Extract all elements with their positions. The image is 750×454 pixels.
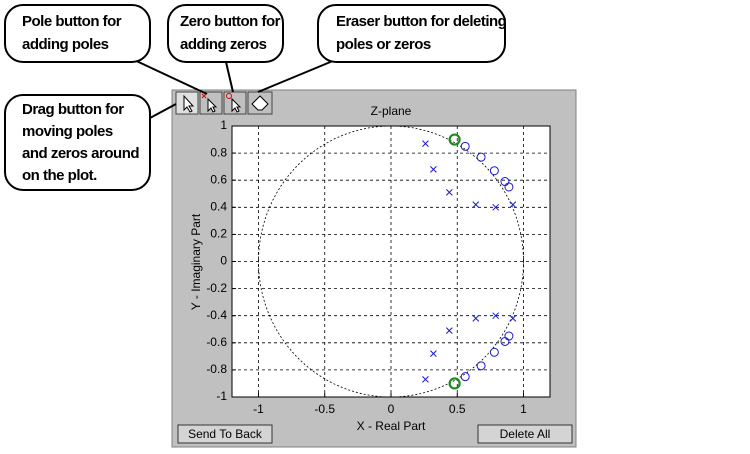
plot: -1 -0.5 0 0.5 1 -1 -0.8 -0.6 -0.4 -0.2 0 0.2 0.4 0.6 0… [206,118,550,416]
pole-marker [472,315,480,322]
zero-marker [504,182,514,192]
y-tick-label: -1 [216,389,227,403]
x-tick-label: 1 [520,402,527,416]
callout-text: Eraser button for deleting [336,13,507,30]
zero-marker [476,152,486,162]
send-to-back-button[interactable] [177,424,273,444]
unit-circle [258,125,524,398]
y-tick-label: -0.8 [206,362,227,376]
callout [4,4,506,191]
y-tick-label: -0.6 [206,335,227,349]
zero-icon-o [226,93,232,99]
y-tick-label: -0.2 [206,281,227,295]
y-tick-label: 0 [220,254,227,268]
selected-zero-marker [448,377,461,390]
callout-text: poles or zeros [336,36,431,53]
pole-icon-x [201,93,207,99]
drag-icon [183,94,195,113]
pole-marker [472,201,480,208]
pole-marker [430,166,437,173]
pole-icon [207,97,218,113]
pole-marker [445,327,453,334]
zero-marker [460,372,470,382]
zero-marker [489,166,499,176]
y-tick-label: 0.4 [210,199,227,213]
selected-zero-marker [448,133,461,146]
callout-text: adding zeros [180,36,267,53]
pole-marker [509,201,517,208]
zero-icon [231,97,242,113]
y-tick-label: 1 [220,118,227,132]
callout-text: moving poles [22,123,113,140]
x-tick-label: 0.5 [449,402,466,416]
callout-text: and zeros around [22,145,139,162]
pole-marker [509,315,517,322]
eraser-icon [251,95,269,111]
chart-title: Z-plane [371,104,412,118]
x-tick-label: 0 [388,402,395,416]
callout-text: Pole button for [22,13,122,30]
delete-all-button[interactable] [477,424,573,444]
y-tick-label: 0.8 [210,145,227,159]
y-tick-label: 0.6 [210,172,227,186]
callout-text: Zero button for [180,13,281,30]
y-tick-label: 0.2 [210,227,227,241]
y-axis-label: Y - Imaginary Part [189,213,203,310]
button-label: Send To Back [188,427,263,441]
x-tick-label: -1 [253,402,264,416]
pole-marker [492,203,500,211]
zero-marker [489,347,499,357]
zero-marker [504,331,514,341]
callout-text: on the plot. [22,167,97,184]
zero-marker [476,361,486,371]
pole-marker [430,350,437,357]
callout-text: Drag button for [22,101,124,118]
x-axis-label: X - Real Part [357,419,426,433]
callout-text: adding poles [22,36,109,53]
toolbar [175,91,273,115]
pole-marker [492,312,500,320]
x-tick-label: -0.5 [314,402,335,416]
y-tick-label: -0.4 [206,308,227,322]
pole-marker [422,376,429,383]
pole-marker [445,189,453,196]
zero-marker [460,141,470,151]
button-label: Delete All [500,427,551,441]
pole-marker [422,140,429,147]
